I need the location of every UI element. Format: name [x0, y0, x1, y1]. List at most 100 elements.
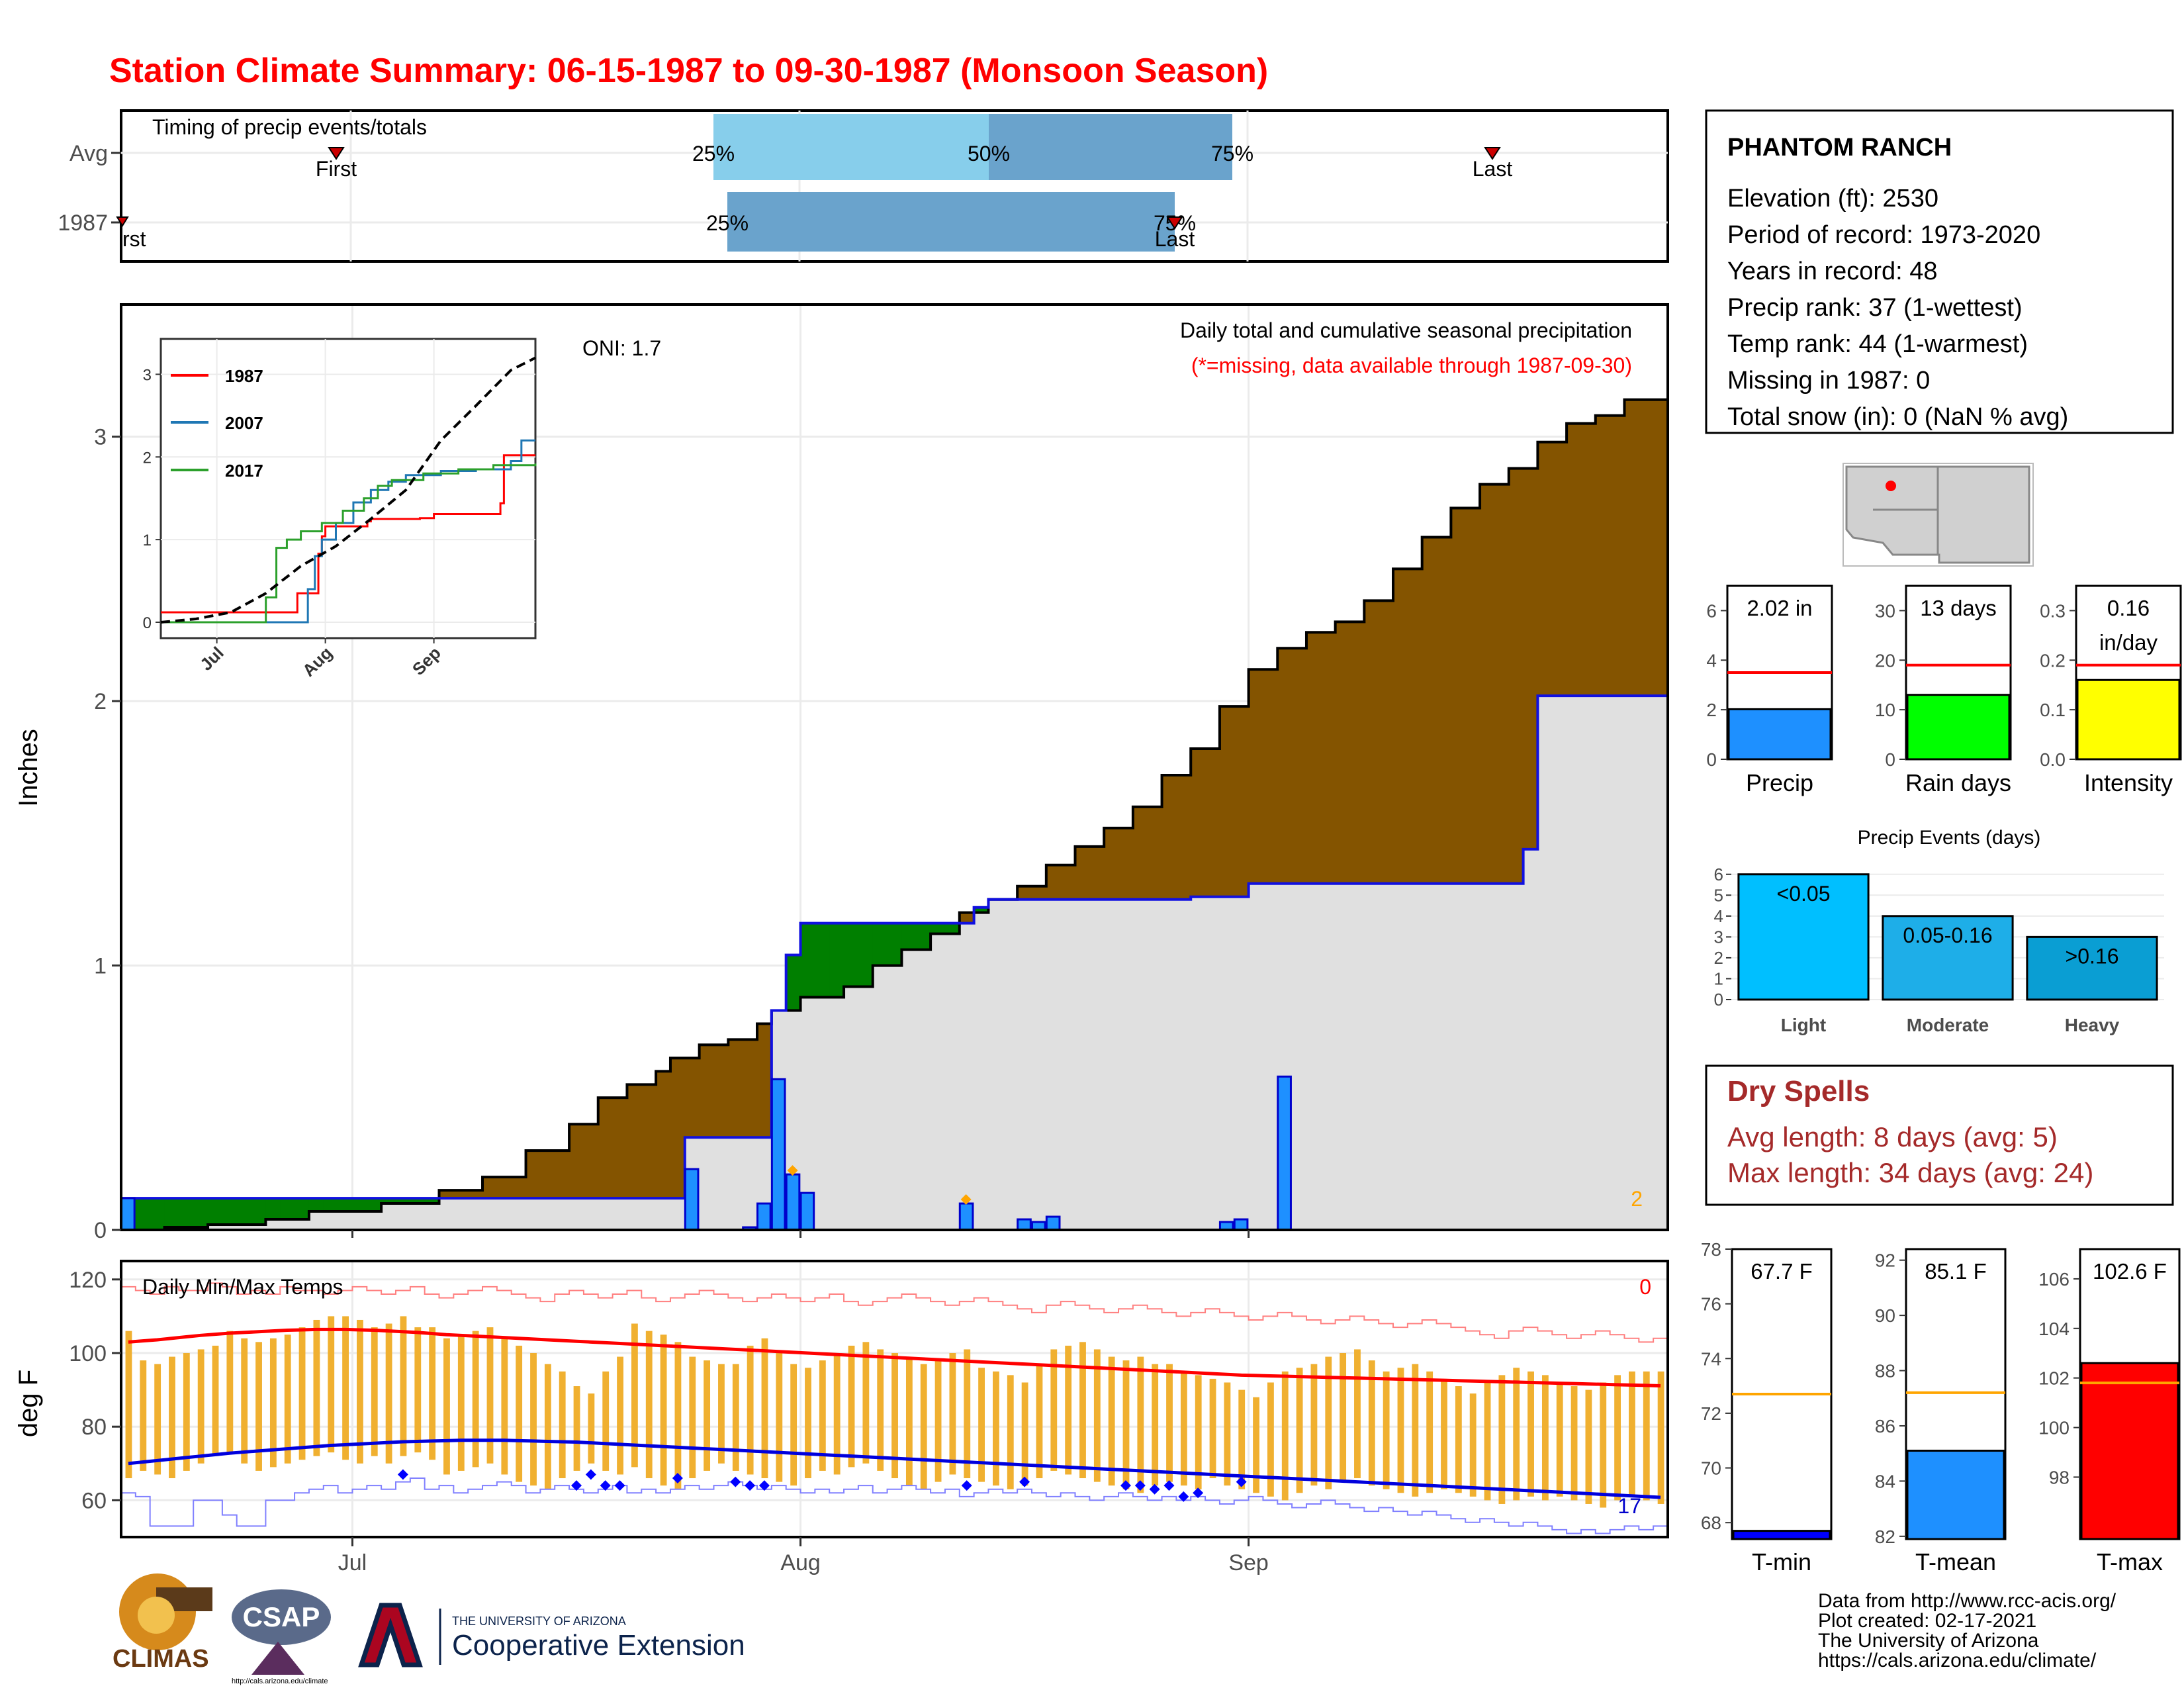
temp-range-bar-87	[1383, 1371, 1390, 1489]
temp-range-bar-53	[891, 1353, 898, 1479]
totals-ytick-label-1-1: 10	[1875, 700, 1895, 720]
precip-deficit-band-73	[1176, 774, 1191, 900]
precip-surplus-band-50	[844, 923, 859, 987]
precip-surplus-band-12	[295, 1198, 310, 1220]
station-line-temp-rank: Temp rank: 44 (1-warmest)	[1727, 330, 2028, 358]
temp-low-marker-15	[1178, 1491, 1189, 1502]
temp-total-ytick-label-0-2: 72	[1701, 1403, 1721, 1424]
precip-surplus-band-47	[800, 923, 815, 998]
precip-daily-bar-7	[958, 1202, 974, 1231]
temp-range-bar-56	[934, 1360, 942, 1482]
station-info-box: PHANTOM RANCH Elevation (ft): 2530 Perio…	[1705, 109, 2174, 434]
temp-range-bar-96	[1513, 1368, 1520, 1501]
month-axis: Jul Aug Sep	[338, 1537, 1269, 1575]
precip-daily-bar-0	[120, 1197, 136, 1231]
precip-panel-frame	[120, 303, 1669, 1231]
precip-deficit-band-39	[684, 1058, 700, 1138]
precip-deficit-band-97	[1523, 468, 1539, 849]
temp-range-bar-4	[183, 1353, 190, 1471]
temp-range-bar-39	[689, 1356, 696, 1479]
temp-range-bar-11	[284, 1335, 291, 1464]
temp-total-ytick-label-2-0: 98	[2049, 1467, 2070, 1487]
totals-ytick-label-1-2: 20	[1875, 650, 1895, 671]
y1987-first-label: rst	[122, 227, 146, 251]
precip-deficit-band-82	[1306, 632, 1322, 884]
totals-ytick-label-0-3: 6	[1706, 600, 1717, 621]
temp-low-marker-9	[961, 1480, 972, 1491]
temp-range-bar-13	[313, 1319, 320, 1456]
temp-panel: 60 80 100 120 deg F Daily Min/Max Temps 0 1…	[14, 1260, 1669, 1575]
footer-line-created: Plot created: 02-17-2021	[1818, 1610, 2036, 1632]
station-line-elevation: Elevation (ft): 2530	[1727, 185, 1938, 212]
temp-range-bar-29	[544, 1364, 551, 1489]
inset-ytick-label-1: 1	[143, 532, 152, 549]
inset-line-2007	[161, 439, 535, 624]
temp-range-bar-55	[920, 1364, 927, 1489]
inset-legend: 1987 2007 2017	[171, 366, 263, 481]
precip-daily-bar-1	[684, 1168, 700, 1231]
temp-range-bar-21	[429, 1327, 436, 1460]
events-ytick-label-0: 0	[1714, 990, 1723, 1009]
temp-range-bar-63	[1036, 1364, 1043, 1479]
climas-wordmark: CLIMAS	[113, 1645, 209, 1673]
temp-range-bar-48	[819, 1360, 826, 1471]
temp-range-bar-20	[414, 1327, 422, 1453]
precip-surplus-band-10	[265, 1198, 281, 1220]
month-tick-label-1: Aug	[780, 1550, 821, 1575]
avg-first-label: First	[316, 157, 357, 181]
temp-total-ytick-label-2-2: 102	[2038, 1368, 2070, 1389]
station-line-period: Period of record: 1973-2020	[1727, 221, 2040, 249]
ua-big-text: Cooperative Extension	[452, 1629, 745, 1662]
temp-range-bar-54	[905, 1356, 913, 1486]
precip-surplus-band-11	[280, 1198, 295, 1220]
temp-range-bar-41	[718, 1364, 725, 1464]
precip-deficit-band-68	[1104, 827, 1119, 900]
precip-subcaption: (*=missing, data available through 1987-…	[1191, 353, 1632, 377]
totals-bar-1	[1906, 694, 2011, 761]
precip-deficit-band-79	[1263, 669, 1278, 884]
precip-surplus-band-56	[931, 923, 946, 934]
temp-total-ytick-label-1-1: 84	[1875, 1471, 1895, 1491]
temp-low-marker-14	[1163, 1480, 1175, 1491]
precip-deficit-band-69	[1118, 827, 1134, 900]
temp-total-ytick-label-1-3: 88	[1875, 1361, 1895, 1382]
precip-corner-count: 2	[1631, 1187, 1643, 1211]
events-range-label-1: 0.05-0.16	[1903, 923, 1992, 947]
temp-range-bar-105	[1643, 1371, 1650, 1501]
inset-line-2017	[161, 463, 537, 624]
timing-row-avg: Avg	[69, 141, 108, 166]
events-category-label-2: Heavy	[2065, 1015, 2120, 1035]
totals-bar-0	[1727, 708, 1832, 761]
totals-ytick-label-2-0: 0.0	[2040, 749, 2066, 770]
precip-surplus-band-57	[944, 923, 960, 934]
precip-surplus-band-20	[410, 1198, 426, 1204]
precip-deficit-band-93	[1465, 508, 1480, 884]
precip-ytick-label-1: 1	[94, 954, 107, 979]
temp-count-min: 17	[1617, 1494, 1641, 1518]
inset-ytick-label-3: 3	[143, 366, 152, 384]
oni-label: ONI: 1.7	[582, 336, 661, 360]
totals-ytick-label-1-3: 30	[1875, 600, 1895, 621]
precip-daily-bar-5	[785, 1173, 801, 1231]
precip-deficit-band-80	[1277, 648, 1293, 884]
temp-range-bar-92	[1455, 1386, 1462, 1493]
precip-deficit-band-32	[583, 1124, 599, 1199]
inset-ytick-label-2: 2	[143, 449, 152, 467]
precip-surplus-band-52	[872, 923, 888, 966]
precip-deficit-band-62	[1017, 886, 1032, 900]
temp-ytick-label-3: 120	[69, 1268, 107, 1293]
temp-total-ytick-label-0-4: 76	[1701, 1294, 1721, 1315]
totals-value-label-1: 13 days	[1920, 596, 1997, 620]
precip-avg-cumulative-line	[121, 383, 1669, 1231]
temp-total-ytick-label-2-3: 104	[2038, 1319, 2070, 1339]
totals-bar-2	[2076, 679, 2181, 761]
temp-range-bar-25	[486, 1327, 494, 1464]
temp-range-bar-69	[1122, 1360, 1130, 1489]
temp-range-bar-6	[212, 1345, 219, 1456]
precip-deficit-band-41	[713, 1045, 729, 1138]
locator-map	[1843, 463, 2034, 567]
temp-range-bar-57	[949, 1353, 956, 1475]
avg-q50-q75-band	[989, 114, 1232, 180]
temp-range-bar-40	[704, 1360, 711, 1471]
precip-deficit-band-40	[699, 1045, 715, 1138]
